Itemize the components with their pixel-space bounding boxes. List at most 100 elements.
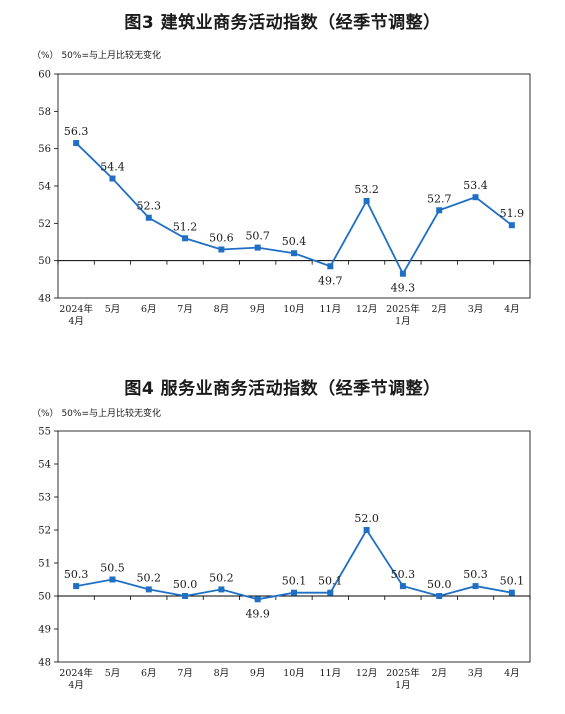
chart2-title: 图4 服务业商务活动指数（经季节调整）	[124, 379, 441, 399]
chart2-data-point	[472, 583, 479, 590]
chart1-xtick-label: 5月	[105, 304, 121, 315]
chart2-data-label: 50.2	[137, 571, 162, 584]
chart1-data-label: 56.3	[64, 125, 89, 138]
chart1-data-label: 51.9	[500, 207, 525, 220]
chart1-xtick-label: 1月	[395, 316, 411, 327]
chart1-xtick-label: 11月	[320, 304, 342, 315]
chart1-title: 图3 建筑业商务活动指数（经季节调整）	[124, 13, 441, 33]
chart2-xtick-label: 11月	[320, 668, 342, 679]
chart1-data-point	[182, 235, 189, 242]
chart2-xtick-label: 4月	[68, 680, 84, 691]
chart1-xtick-label: 10月	[283, 304, 305, 315]
chart2-data-label: 50.0	[427, 578, 452, 591]
chart2-ytick-label: 49	[38, 625, 51, 636]
chart2-xtick-label: 2月	[431, 668, 447, 679]
chart2-data-label: 52.0	[354, 512, 379, 525]
chart2-data-label: 50.0	[173, 578, 198, 591]
chart1-ytick-label: 58	[38, 107, 51, 118]
chart2-data-label: 50.3	[391, 568, 416, 581]
chart1-ytick-label: 48	[38, 294, 51, 305]
chart2-ytick-label: 51	[38, 559, 51, 570]
chart2-data-point	[508, 589, 515, 596]
chart2-data-point	[254, 596, 261, 603]
chart2-data-point	[291, 589, 297, 596]
chart2-xtick-label: 7月	[177, 668, 193, 679]
chart2-data-label: 50.5	[100, 562, 125, 575]
chart1-data-label: 51.2	[173, 220, 198, 233]
chart2-ytick-label: 50	[38, 592, 51, 603]
chart2-xtick-label: 2024年	[59, 667, 93, 679]
chart2-xtick-label: 1月	[395, 680, 411, 691]
chart2-data-point	[182, 593, 189, 599]
chart1-data-label: 50.7	[245, 230, 270, 243]
chart1-xtick-label: 4月	[504, 304, 520, 315]
chart2-data-point	[327, 589, 334, 596]
chart2-data-point	[218, 586, 225, 593]
chart1-xtick-label: 3月	[468, 304, 484, 315]
chart1-data-point	[472, 194, 479, 201]
chart1-data-point	[145, 214, 152, 221]
chart1-xtick-label: 6月	[141, 304, 157, 315]
chart1-xtick-label: 12月	[356, 304, 378, 315]
chart1-xtick-label: 4月	[68, 316, 84, 327]
chart1-data-point	[508, 222, 515, 229]
chart2-data-label: 50.1	[500, 575, 525, 588]
chart1-data-label: 49.7	[318, 274, 343, 287]
chart2-data-label: 50.2	[209, 571, 234, 584]
chart1-data-point	[436, 207, 443, 214]
chart1-ytick-label: 54	[38, 182, 51, 193]
chart2-xtick-label: 6月	[141, 668, 157, 679]
chart1-data-label: 50.6	[209, 231, 234, 244]
chart1-ytick-label: 60	[38, 70, 51, 81]
chart1-data-point	[363, 197, 370, 204]
chart2-xtick-label: 12月	[356, 668, 378, 679]
chart1-unit-note: （%） 50%=与上月比较无变化	[32, 48, 161, 61]
chart1-data-point	[399, 270, 406, 277]
chart2-data-point	[363, 527, 370, 533]
chart1-data-point	[291, 250, 297, 257]
chart2-ytick-label: 55	[38, 427, 51, 438]
chart2-data-point	[73, 583, 80, 590]
chart2-ytick-label: 48	[38, 658, 51, 669]
chart2-plot-border	[57, 430, 531, 663]
chart2-xtick-label: 4月	[504, 668, 520, 679]
chart1-data-label: 53.2	[354, 183, 379, 196]
chart1-data-point	[73, 140, 80, 147]
chart1-data-label: 52.3	[137, 200, 162, 213]
chart2-data-label: 50.3	[64, 568, 89, 581]
chart1-data-label: 50.4	[282, 235, 307, 248]
chart2-xtick-label: 2025年	[386, 667, 420, 679]
chart1-xtick-label: 8月	[214, 304, 230, 315]
chart2-data-point	[399, 583, 406, 590]
chart1-ytick-label: 56	[38, 144, 51, 155]
chart2-data-point	[145, 586, 152, 593]
chart2-ylabel: （%）	[32, 409, 59, 419]
chart2-xtick-label: 5月	[105, 668, 121, 679]
chart1-data-label: 52.7	[427, 192, 452, 205]
chart1-data-point	[218, 246, 225, 253]
chart1-xtick-label: 9月	[250, 304, 266, 315]
chart2-data-point	[109, 576, 116, 583]
chart1-data-point	[327, 263, 334, 270]
chart1-xtick-label: 2025年	[386, 303, 420, 315]
chart1-xtick-label: 2月	[431, 304, 447, 315]
chart1-ytick-label: 52	[38, 219, 51, 230]
chart1-data-label: 54.4	[100, 161, 125, 174]
chart2-xtick-label: 9月	[250, 668, 266, 679]
chart1-ylabel: （%）	[32, 51, 59, 61]
chart2-ytick-label: 53	[38, 493, 51, 504]
chart2-data-label: 50.3	[463, 568, 488, 581]
chart1-ytick-label: 50	[38, 256, 51, 267]
chart2-note: 50%=与上月比较无变化	[61, 409, 161, 419]
chart1-xtick-label: 7月	[177, 304, 193, 315]
chart2-data-label: 50.1	[318, 575, 343, 588]
chart1-data-label: 49.3	[391, 282, 416, 295]
chart2-data-point	[436, 593, 443, 599]
chart1-data-point	[109, 175, 116, 182]
chart2-data-label: 50.1	[282, 575, 307, 588]
chart2-ytick-label: 52	[38, 526, 51, 537]
chart1-note: 50%=与上月比较无变化	[61, 51, 161, 61]
chart2-xtick-label: 8月	[214, 668, 230, 679]
